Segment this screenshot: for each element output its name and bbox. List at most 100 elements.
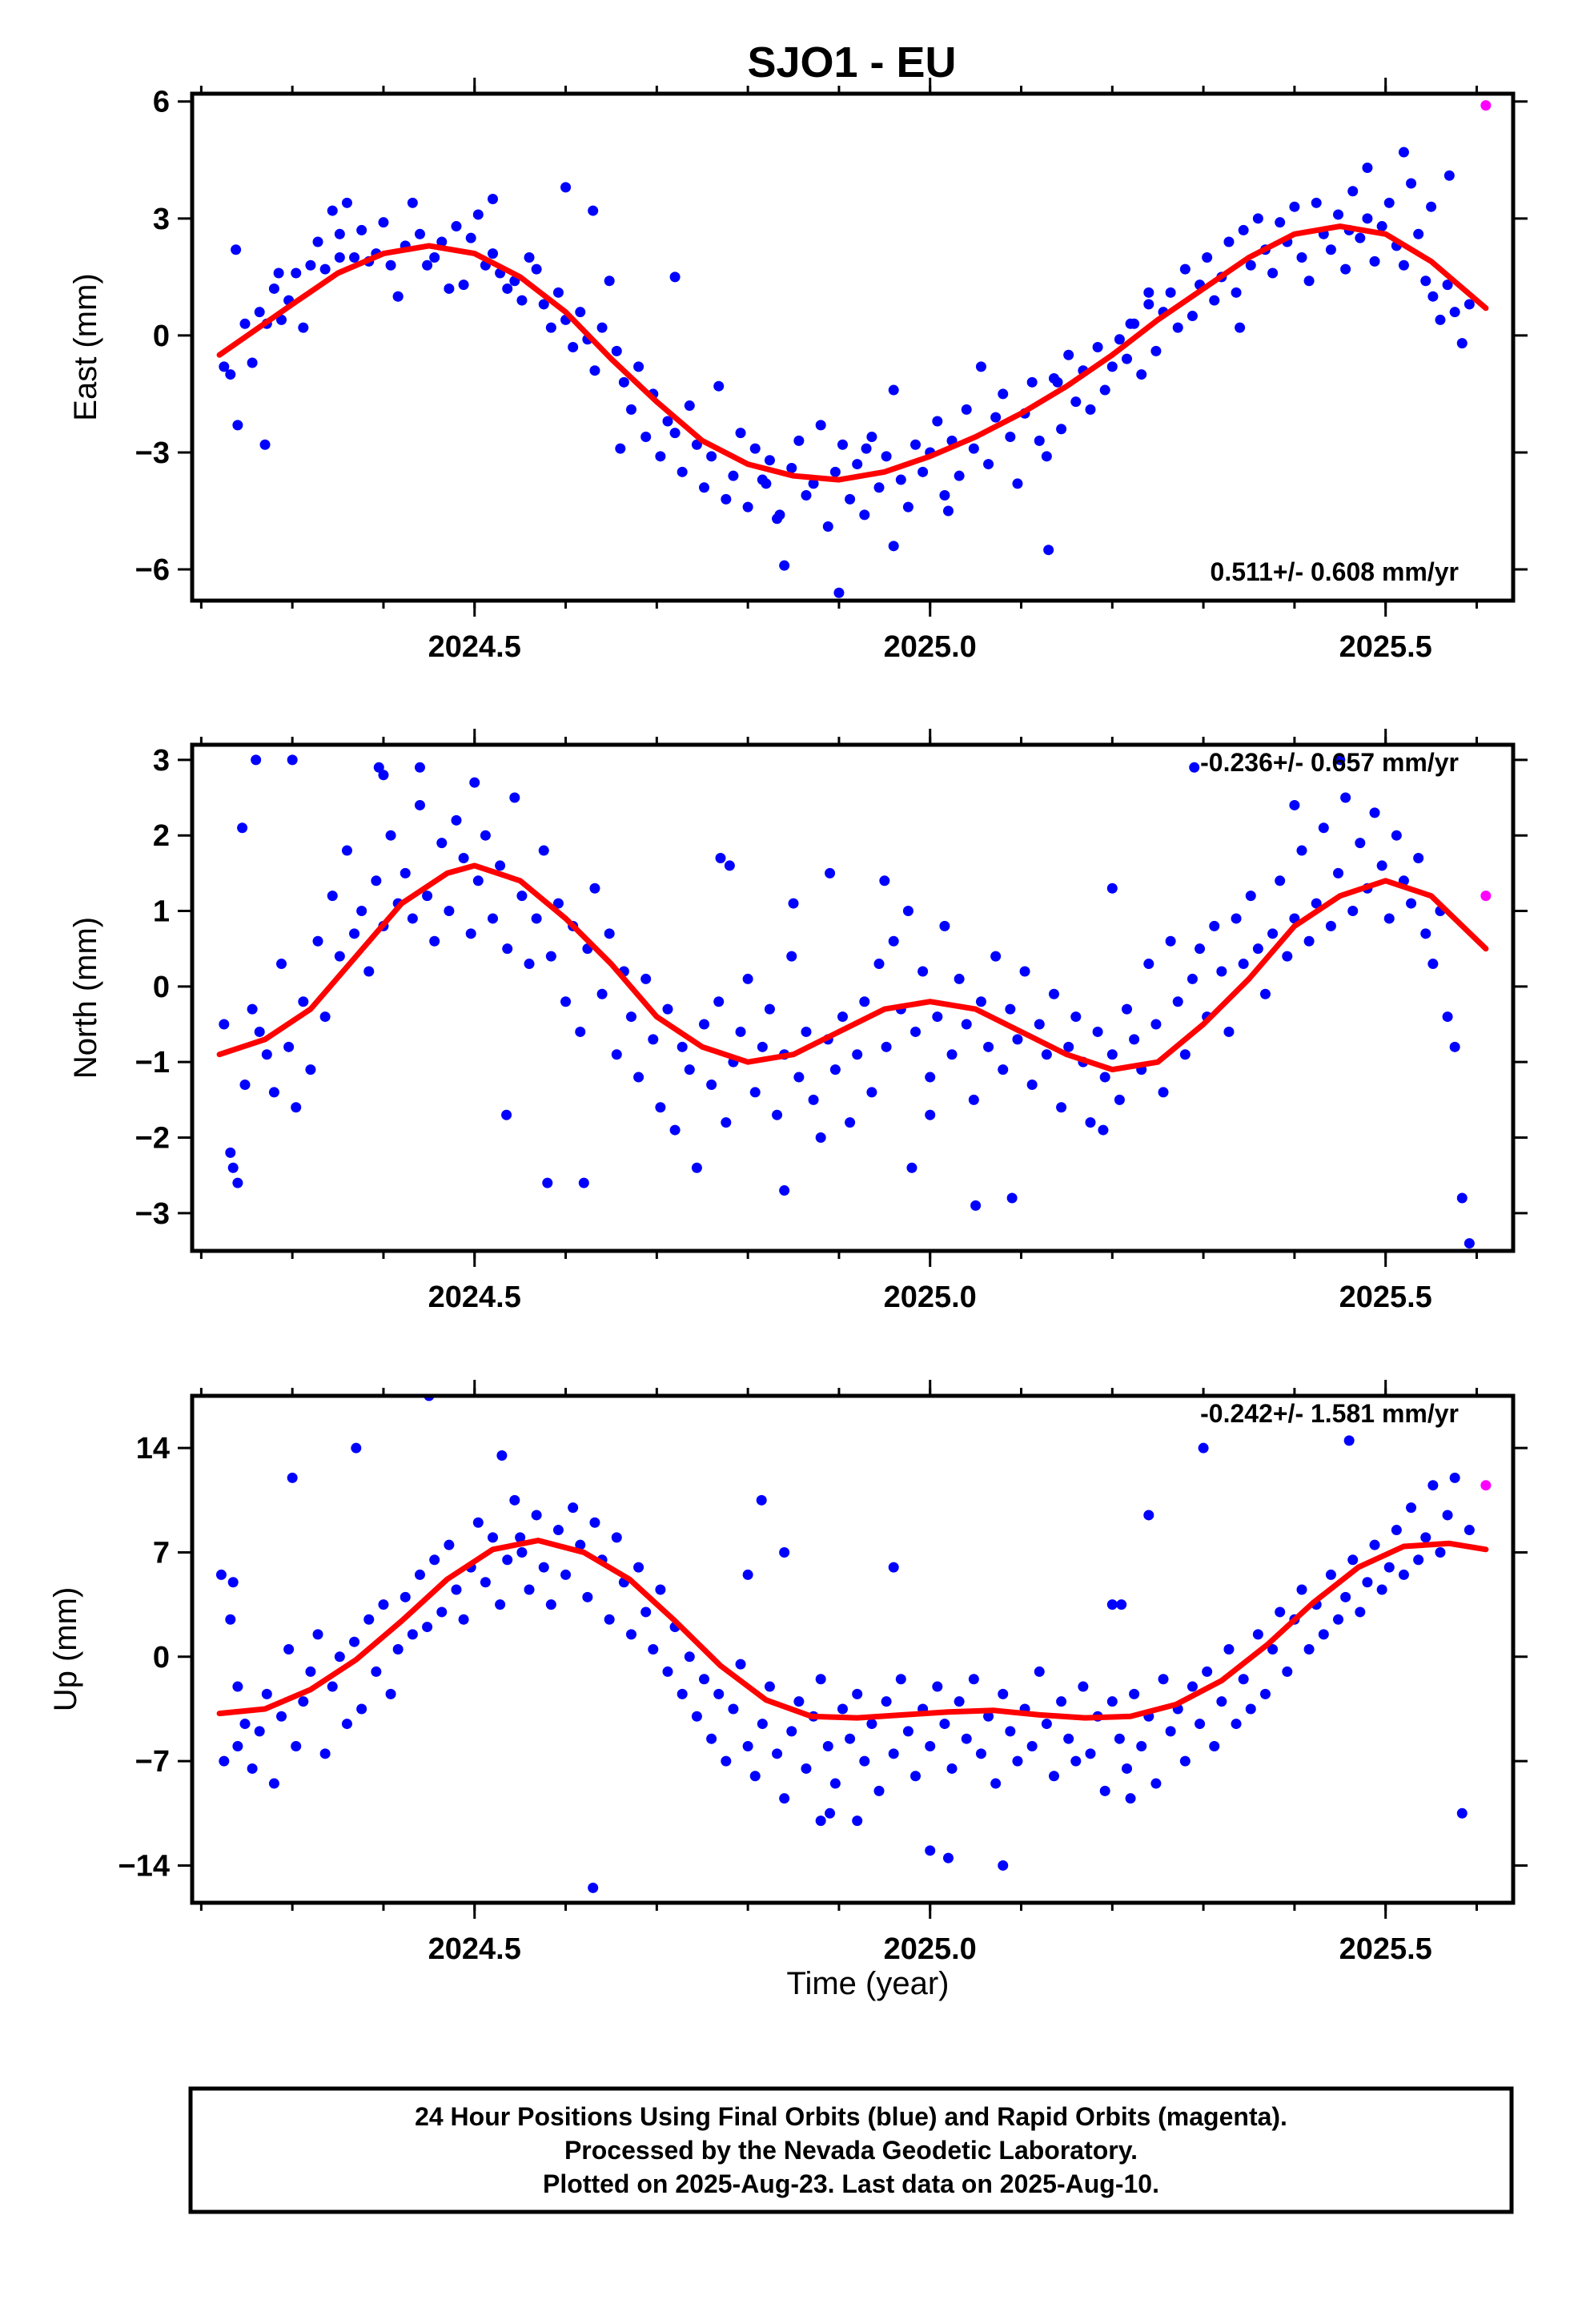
up-final-orbit-point xyxy=(429,1554,440,1566)
north-rapid-orbit-point xyxy=(1480,891,1492,902)
east-final-orbit-point xyxy=(1383,197,1395,208)
east-final-orbit-point xyxy=(219,361,230,372)
north-final-orbit-point xyxy=(917,966,929,977)
north-final-orbit-point xyxy=(327,891,338,902)
up-final-orbit-point xyxy=(225,1614,236,1625)
east-final-orbit-point xyxy=(975,361,986,372)
up-final-orbit-point xyxy=(1056,1696,1067,1707)
east-final-orbit-point xyxy=(538,299,549,310)
east-final-orbit-point xyxy=(961,404,972,415)
north-final-orbit-point xyxy=(808,1094,819,1105)
east-final-orbit-point xyxy=(793,435,805,446)
east-final-orbit-point xyxy=(1238,224,1249,235)
east-final-orbit-point xyxy=(488,248,499,259)
north-final-orbit-point xyxy=(268,1087,279,1098)
east-final-orbit-point xyxy=(1143,299,1154,310)
north-final-orbit-point xyxy=(501,1109,512,1120)
north-final-orbit-point xyxy=(319,1011,331,1023)
north-final-orbit-point xyxy=(378,770,389,781)
up-final-orbit-point xyxy=(1464,1525,1475,1536)
east-final-orbit-point xyxy=(268,283,279,294)
up-final-orbit-point xyxy=(560,1569,572,1580)
east-final-orbit-point xyxy=(1041,451,1052,462)
up-x-tick-label: 2024.5 xyxy=(428,1932,521,1966)
north-velocity-label: -0.236+/- 0.657 mm/yr xyxy=(1200,748,1459,777)
east-final-orbit-point xyxy=(1443,170,1455,181)
north-y-tick-label: 0 xyxy=(153,971,170,1004)
north-final-orbit-point xyxy=(910,1026,921,1037)
east-final-orbit-point xyxy=(1420,275,1431,287)
up-final-orbit-point xyxy=(341,1719,352,1730)
east-final-orbit-point xyxy=(735,428,746,439)
footer-box: 24 Hour Positions Using Final Orbits (bl… xyxy=(188,2086,1514,2214)
east-final-orbit-point xyxy=(932,416,943,427)
up-final-orbit-point xyxy=(756,1494,767,1506)
east-final-orbit-point xyxy=(902,501,913,513)
north-final-orbit-point xyxy=(954,973,965,984)
east-final-orbit-point xyxy=(808,478,819,489)
north-y-tick-label: 3 xyxy=(153,744,170,778)
east-final-orbit-point xyxy=(1245,259,1256,271)
north-final-orbit-point xyxy=(961,1019,972,1030)
up-final-orbit-point xyxy=(1143,1510,1154,1521)
up-final-orbit-point xyxy=(400,1591,411,1602)
north-final-orbit-point xyxy=(509,792,520,803)
east-final-orbit-point xyxy=(276,314,287,325)
up-final-orbit-point xyxy=(1362,1577,1373,1588)
footer-frame xyxy=(188,2086,1514,2214)
east-final-orbit-point xyxy=(749,443,761,454)
up-final-orbit-point xyxy=(1398,1569,1409,1580)
north-final-orbit-point xyxy=(237,822,248,834)
east-final-orbit-point xyxy=(861,443,872,454)
east-final-orbit-point xyxy=(837,439,848,450)
up-final-orbit-point xyxy=(825,1807,836,1819)
north-final-orbit-point xyxy=(1456,1192,1468,1204)
north-final-orbit-point xyxy=(779,1185,790,1196)
north-final-orbit-point xyxy=(239,1079,251,1090)
north-final-orbit-point xyxy=(990,951,1002,962)
east-final-orbit-point xyxy=(1150,345,1162,356)
east-final-orbit-point xyxy=(1052,376,1063,388)
north-final-orbit-point xyxy=(1114,1094,1125,1105)
north-final-orbit-point xyxy=(1189,762,1200,773)
east-y-tick-label: 3 xyxy=(153,203,170,236)
north-final-orbit-point xyxy=(677,1041,688,1052)
up-final-orbit-point xyxy=(239,1719,251,1730)
east-final-orbit-point xyxy=(1165,287,1176,298)
north-final-orbit-point xyxy=(788,898,799,909)
up-final-orbit-point xyxy=(215,1569,227,1580)
up-final-orbit-point xyxy=(312,1629,323,1640)
east-final-orbit-point xyxy=(990,412,1002,423)
up-final-orbit-point xyxy=(1078,1681,1089,1692)
east-final-orbit-point xyxy=(1435,314,1446,325)
north-final-orbit-point xyxy=(1085,1117,1096,1128)
up-final-orbit-point xyxy=(232,1741,243,1752)
east-final-orbit-point xyxy=(488,193,499,204)
east-final-orbit-point xyxy=(1426,201,1437,212)
north-final-orbit-point xyxy=(1238,959,1249,970)
north-final-orbit-point xyxy=(414,762,425,773)
north-final-orbit-point xyxy=(1383,913,1395,924)
up-x-tick-label: 2025.0 xyxy=(884,1932,977,1966)
east-final-orbit-point xyxy=(998,388,1009,400)
up-final-orbit-point xyxy=(287,1472,298,1483)
east-final-orbit-point xyxy=(1092,342,1103,352)
east-final-orbit-point xyxy=(291,267,302,279)
north-final-orbit-point xyxy=(633,1072,644,1083)
east-final-orbit-point xyxy=(721,493,732,505)
east-final-orbit-point xyxy=(1456,338,1468,349)
north-final-orbit-point xyxy=(1106,1049,1118,1060)
north-final-orbit-point xyxy=(873,959,885,970)
north-final-orbit-point xyxy=(1005,1003,1016,1015)
east-final-orbit-point xyxy=(888,384,899,396)
north-final-orbit-point xyxy=(495,860,506,871)
north-final-orbit-point xyxy=(946,1049,958,1060)
north-final-orbit-point xyxy=(283,1041,295,1052)
east-final-orbit-point xyxy=(1442,279,1453,291)
north-final-orbit-point xyxy=(925,1072,936,1083)
east-y-tick-label: 6 xyxy=(153,86,170,119)
north-final-orbit-point xyxy=(1179,1049,1191,1060)
up-final-orbit-point xyxy=(1195,1719,1206,1730)
east-final-orbit-point xyxy=(1376,221,1387,232)
east-final-orbit-point xyxy=(1209,295,1220,306)
